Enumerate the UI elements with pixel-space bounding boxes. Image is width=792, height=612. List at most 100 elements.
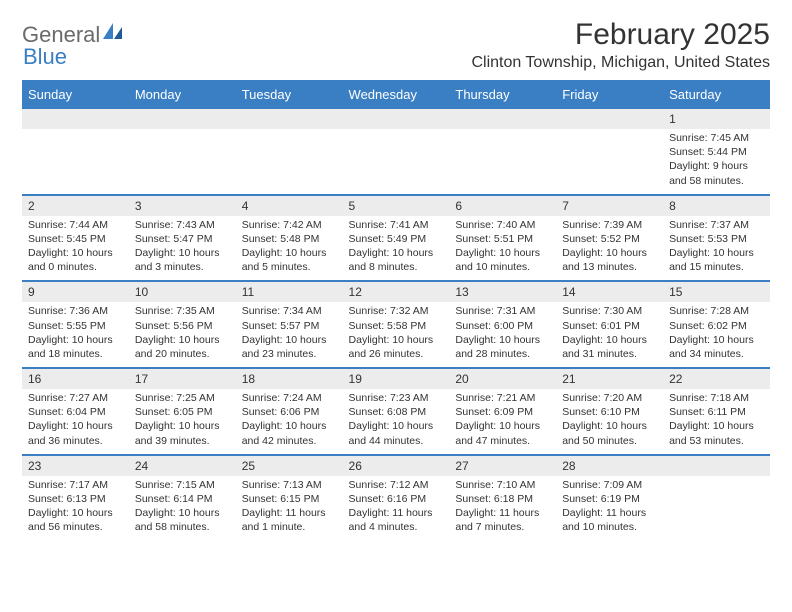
day-line: Daylight: 10 hours — [242, 419, 337, 433]
day-content: Sunrise: 7:32 AMSunset: 5:58 PMDaylight:… — [343, 302, 450, 367]
day-line: Sunrise: 7:31 AM — [455, 304, 550, 318]
day-content: Sunrise: 7:23 AMSunset: 6:08 PMDaylight:… — [343, 389, 450, 454]
day-cell — [236, 108, 343, 195]
day-line: Sunset: 6:06 PM — [242, 405, 337, 419]
day-cell: 8Sunrise: 7:37 AMSunset: 5:53 PMDaylight… — [663, 195, 770, 282]
day-line: Sunrise: 7:34 AM — [242, 304, 337, 318]
day-number: 24 — [129, 456, 236, 476]
day-content: Sunrise: 7:28 AMSunset: 6:02 PMDaylight:… — [663, 302, 770, 367]
day-content: Sunrise: 7:42 AMSunset: 5:48 PMDaylight:… — [236, 216, 343, 281]
day-line: Sunset: 5:56 PM — [135, 319, 230, 333]
day-cell: 18Sunrise: 7:24 AMSunset: 6:06 PMDayligh… — [236, 368, 343, 455]
day-cell: 27Sunrise: 7:10 AMSunset: 6:18 PMDayligh… — [449, 455, 556, 541]
day-number: 28 — [556, 456, 663, 476]
day-line: Sunrise: 7:13 AM — [242, 478, 337, 492]
day-content: Sunrise: 7:30 AMSunset: 6:01 PMDaylight:… — [556, 302, 663, 367]
day-number: 12 — [343, 282, 450, 302]
day-line: and 15 minutes. — [669, 260, 764, 274]
day-line: and 39 minutes. — [135, 434, 230, 448]
day-line: Sunrise: 7:40 AM — [455, 218, 550, 232]
day-content: Sunrise: 7:45 AMSunset: 5:44 PMDaylight:… — [663, 129, 770, 194]
day-line: Sunset: 6:14 PM — [135, 492, 230, 506]
day-line: Sunset: 6:05 PM — [135, 405, 230, 419]
day-line: Sunrise: 7:37 AM — [669, 218, 764, 232]
day-line: and 36 minutes. — [28, 434, 123, 448]
day-number: 26 — [343, 456, 450, 476]
day-line: and 1 minute. — [242, 520, 337, 534]
empty-day — [556, 109, 663, 129]
day-line: Sunrise: 7:42 AM — [242, 218, 337, 232]
day-cell: 7Sunrise: 7:39 AMSunset: 5:52 PMDaylight… — [556, 195, 663, 282]
day-number: 8 — [663, 196, 770, 216]
day-number: 16 — [22, 369, 129, 389]
day-line: Sunrise: 7:30 AM — [562, 304, 657, 318]
logo-blue-row: Blue — [22, 44, 67, 70]
day-content: Sunrise: 7:18 AMSunset: 6:11 PMDaylight:… — [663, 389, 770, 454]
day-cell: 15Sunrise: 7:28 AMSunset: 6:02 PMDayligh… — [663, 281, 770, 368]
day-line: and 18 minutes. — [28, 347, 123, 361]
day-line: Daylight: 10 hours — [349, 333, 444, 347]
day-line: Sunrise: 7:44 AM — [28, 218, 123, 232]
day-line: and 3 minutes. — [135, 260, 230, 274]
day-line: Sunset: 6:02 PM — [669, 319, 764, 333]
day-content: Sunrise: 7:13 AMSunset: 6:15 PMDaylight:… — [236, 476, 343, 541]
day-content: Sunrise: 7:35 AMSunset: 5:56 PMDaylight:… — [129, 302, 236, 367]
empty-day — [343, 109, 450, 129]
day-line: Sunrise: 7:35 AM — [135, 304, 230, 318]
day-line: Daylight: 10 hours — [455, 419, 550, 433]
day-number: 25 — [236, 456, 343, 476]
day-line: and 53 minutes. — [669, 434, 764, 448]
day-content: Sunrise: 7:20 AMSunset: 6:10 PMDaylight:… — [556, 389, 663, 454]
day-cell: 19Sunrise: 7:23 AMSunset: 6:08 PMDayligh… — [343, 368, 450, 455]
day-line: Sunrise: 7:15 AM — [135, 478, 230, 492]
day-header: Sunday — [22, 81, 129, 108]
day-cell: 14Sunrise: 7:30 AMSunset: 6:01 PMDayligh… — [556, 281, 663, 368]
day-number: 14 — [556, 282, 663, 302]
day-number: 4 — [236, 196, 343, 216]
day-line: Daylight: 10 hours — [669, 333, 764, 347]
day-number: 5 — [343, 196, 450, 216]
day-line: and 13 minutes. — [562, 260, 657, 274]
day-line: and 56 minutes. — [28, 520, 123, 534]
title-block: February 2025 Clinton Township, Michigan… — [471, 18, 770, 72]
day-cell — [449, 108, 556, 195]
day-line: Sunrise: 7:09 AM — [562, 478, 657, 492]
day-cell: 6Sunrise: 7:40 AMSunset: 5:51 PMDaylight… — [449, 195, 556, 282]
day-cell — [663, 455, 770, 541]
day-line: and 26 minutes. — [349, 347, 444, 361]
day-number: 23 — [22, 456, 129, 476]
day-line: Daylight: 10 hours — [562, 246, 657, 260]
day-cell: 24Sunrise: 7:15 AMSunset: 6:14 PMDayligh… — [129, 455, 236, 541]
day-number: 18 — [236, 369, 343, 389]
day-number: 6 — [449, 196, 556, 216]
day-cell: 12Sunrise: 7:32 AMSunset: 5:58 PMDayligh… — [343, 281, 450, 368]
day-line: and 7 minutes. — [455, 520, 550, 534]
day-content: Sunrise: 7:34 AMSunset: 5:57 PMDaylight:… — [236, 302, 343, 367]
day-line: and 58 minutes. — [135, 520, 230, 534]
day-line: Sunrise: 7:43 AM — [135, 218, 230, 232]
day-line: Daylight: 11 hours — [455, 506, 550, 520]
day-line: Sunset: 6:11 PM — [669, 405, 764, 419]
day-line: Sunset: 6:16 PM — [349, 492, 444, 506]
day-content: Sunrise: 7:27 AMSunset: 6:04 PMDaylight:… — [22, 389, 129, 454]
day-cell — [129, 108, 236, 195]
day-cell: 22Sunrise: 7:18 AMSunset: 6:11 PMDayligh… — [663, 368, 770, 455]
empty-day — [22, 109, 129, 129]
day-number: 1 — [663, 109, 770, 129]
day-content: Sunrise: 7:36 AMSunset: 5:55 PMDaylight:… — [22, 302, 129, 367]
day-cell: 25Sunrise: 7:13 AMSunset: 6:15 PMDayligh… — [236, 455, 343, 541]
day-line: Daylight: 10 hours — [349, 419, 444, 433]
day-line: and 8 minutes. — [349, 260, 444, 274]
week-row: 9Sunrise: 7:36 AMSunset: 5:55 PMDaylight… — [22, 281, 770, 368]
day-number: 2 — [22, 196, 129, 216]
day-line: Daylight: 10 hours — [669, 419, 764, 433]
day-cell — [556, 108, 663, 195]
empty-day — [663, 456, 770, 476]
logo-text-blue: Blue — [23, 44, 67, 69]
day-line: Daylight: 10 hours — [28, 506, 123, 520]
day-cell: 11Sunrise: 7:34 AMSunset: 5:57 PMDayligh… — [236, 281, 343, 368]
day-cell: 23Sunrise: 7:17 AMSunset: 6:13 PMDayligh… — [22, 455, 129, 541]
day-line: and 4 minutes. — [349, 520, 444, 534]
day-line: Sunrise: 7:17 AM — [28, 478, 123, 492]
week-row: 1Sunrise: 7:45 AMSunset: 5:44 PMDaylight… — [22, 108, 770, 195]
